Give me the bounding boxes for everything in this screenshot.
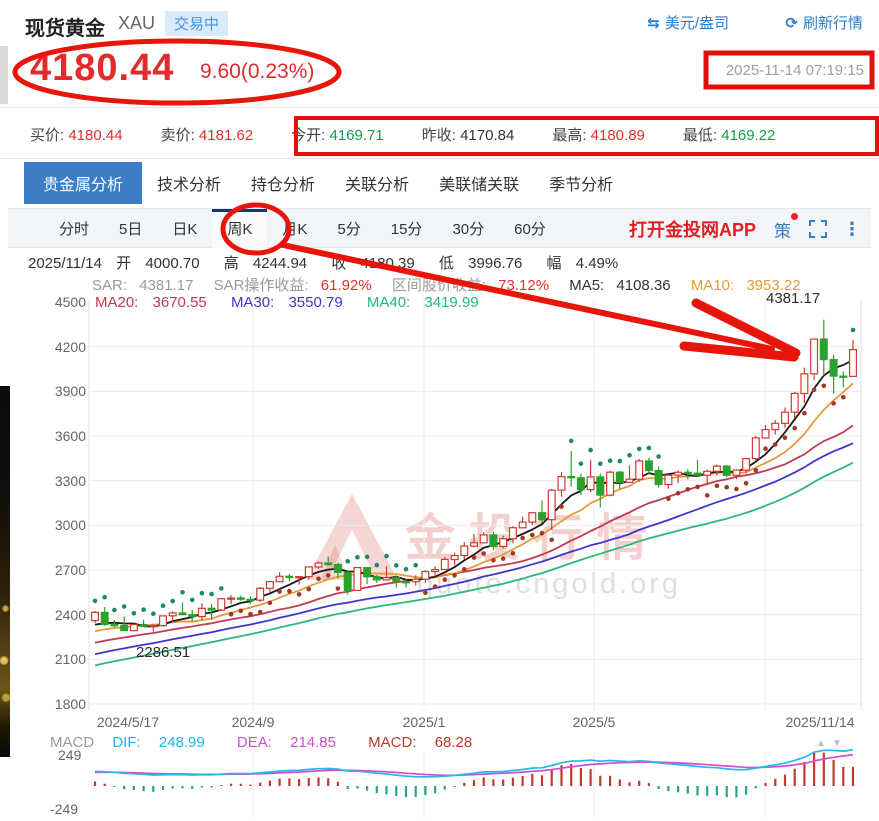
macd-value: MACD: 68.28	[368, 734, 473, 751]
prev-close-price: 昨收: 4170.84	[421, 126, 515, 144]
timeframe-tab-5分[interactable]: 5分	[337, 220, 361, 238]
y-axis-tick: 1800	[54, 696, 86, 712]
refresh-quote-link[interactable]: ⟳ 刷新行情	[785, 12, 863, 33]
bid-price: 买价: 4180.44	[30, 126, 123, 144]
ma20-value: MA20: 3670.55	[95, 294, 207, 311]
x-axis-tick: 2025/11/14	[785, 714, 855, 730]
chart-toolbar: 打开金投网APP 策 ⋮	[629, 209, 861, 249]
quote-bar: 买价: 4180.44 卖价: 4181.62 今开: 4169.71 昨收: …	[0, 110, 879, 158]
y-axis-tick: 2400	[54, 606, 86, 623]
y-axis-tick: 3300	[54, 472, 86, 489]
macd-panel-label: MACD	[50, 734, 95, 751]
scroll-down-icon[interactable]: ▼	[832, 738, 842, 749]
y-axis-tick: 2700	[54, 562, 86, 578]
page-edge-strip	[0, 46, 8, 104]
fullscreen-icon[interactable]	[809, 220, 827, 238]
page-header: 现货黄金 XAU 交易中 ⇆ 美元/盎司 ⟳ 刷新行情	[0, 0, 879, 44]
unit-switch-label: 美元/盎司	[664, 15, 729, 32]
timeframe-tab-月K[interactable]: 月K	[282, 220, 308, 238]
unit-switch-link[interactable]: ⇆ 美元/盎司	[647, 12, 729, 33]
analysis-tab-3[interactable]: 持仓分析	[251, 177, 316, 194]
status-badge: 交易中	[165, 11, 229, 36]
y-axis-tick: 3900	[54, 383, 86, 400]
y-axis-tick: 2100	[54, 651, 86, 668]
ask-price: 卖价: 4181.62	[160, 126, 254, 144]
dea-value: DEA: 214.85	[236, 734, 336, 751]
analysis-tab-6[interactable]: 季节分析	[549, 177, 614, 194]
quote-timestamp: 2025-11-14 07:19:15	[725, 62, 864, 79]
high-price: 最高: 4180.89	[552, 126, 645, 144]
candlestick-chart[interactable]	[0, 250, 879, 821]
y-axis-tick: 3600	[54, 428, 86, 444]
timeframe-tab-周K[interactable]: 周K	[212, 208, 268, 248]
scroll-up-icon[interactable]: ▲	[816, 738, 826, 749]
analysis-tab-1[interactable]: 贵金属分析	[24, 162, 143, 204]
y-axis-tick: 4500	[54, 294, 86, 310]
refresh-icon: ⟳	[785, 15, 798, 32]
strategy-button[interactable]: 策	[774, 212, 798, 242]
divider	[0, 158, 879, 159]
timeframe-tab-15分[interactable]: 15分	[390, 220, 423, 238]
price-change: 9.60(0.23%)	[200, 60, 315, 83]
x-axis-tick: 2025/1	[402, 714, 446, 730]
divider	[0, 107, 879, 108]
bar-date: 2025/11/14	[28, 255, 102, 272]
analysis-tab-2[interactable]: 技术分析	[157, 177, 222, 194]
timeframe-tab-30分[interactable]: 30分	[452, 220, 485, 238]
analysis-tabs: 贵金属分析 技术分析 持仓分析 关联分析 美联储关联 季节分析	[24, 162, 628, 204]
y-axis-tick: 3000	[54, 517, 86, 534]
low-price: 最低: 4169.22	[682, 126, 776, 144]
refresh-label: 刷新行情	[802, 15, 863, 32]
symbol-code: XAU	[118, 13, 156, 33]
macd-info-row: MACD DIF: 248.99 DEA: 214.85 MACD: 68.28	[50, 734, 500, 751]
trough-price-label: 2286.51	[136, 644, 191, 661]
sar-value: SAR: 4381.17	[92, 277, 194, 294]
open-price: 今开: 4169.71	[291, 126, 384, 144]
timeframe-tabs: 分时 5日 日K 周K 月K 5分 15分 30分 60分	[44, 208, 561, 248]
analysis-tab-4[interactable]: 关联分析	[345, 177, 410, 194]
timeframe-tab-日K[interactable]: 日K	[172, 220, 198, 238]
notification-dot	[791, 212, 798, 220]
timeframe-tab-5日[interactable]: 5日	[119, 220, 143, 238]
y-axis-tick: 4200	[54, 338, 86, 355]
timeframe-bar: 分时 5日 日K 周K 月K 5分 15分 30分 60分 打开金投网APP 策 ⋮	[8, 208, 871, 248]
macd-ymax-label: 249	[58, 747, 82, 763]
timeframe-tab-分时[interactable]: 分时	[59, 220, 90, 238]
analysis-tab-5[interactable]: 美联储关联	[439, 177, 520, 194]
side-ad-banner-edge	[0, 386, 10, 757]
timeframe-tab-60分[interactable]: 60分	[514, 220, 546, 238]
x-axis-tick: 2024/9	[231, 714, 275, 730]
page-title: 现货黄金	[25, 18, 105, 40]
swap-arrows-icon: ⇆	[647, 15, 660, 32]
last-price: 4180.44	[30, 47, 175, 89]
x-axis-tick: 2024/5/17	[96, 714, 160, 730]
bar-open: 开 4000.70	[116, 255, 200, 272]
macd-ymin-label: -249	[50, 801, 79, 817]
open-app-link[interactable]: 打开金投网APP	[628, 220, 756, 240]
more-menu-icon[interactable]: ⋮	[843, 218, 861, 240]
dif-value: DIF: 248.99	[112, 734, 205, 751]
x-axis-tick: 2025/5	[572, 714, 616, 730]
peak-price-label: 4381.17	[766, 290, 821, 307]
price-section: 4180.44 9.60(0.23%) 2025-11-14 07:19:15	[0, 44, 879, 107]
